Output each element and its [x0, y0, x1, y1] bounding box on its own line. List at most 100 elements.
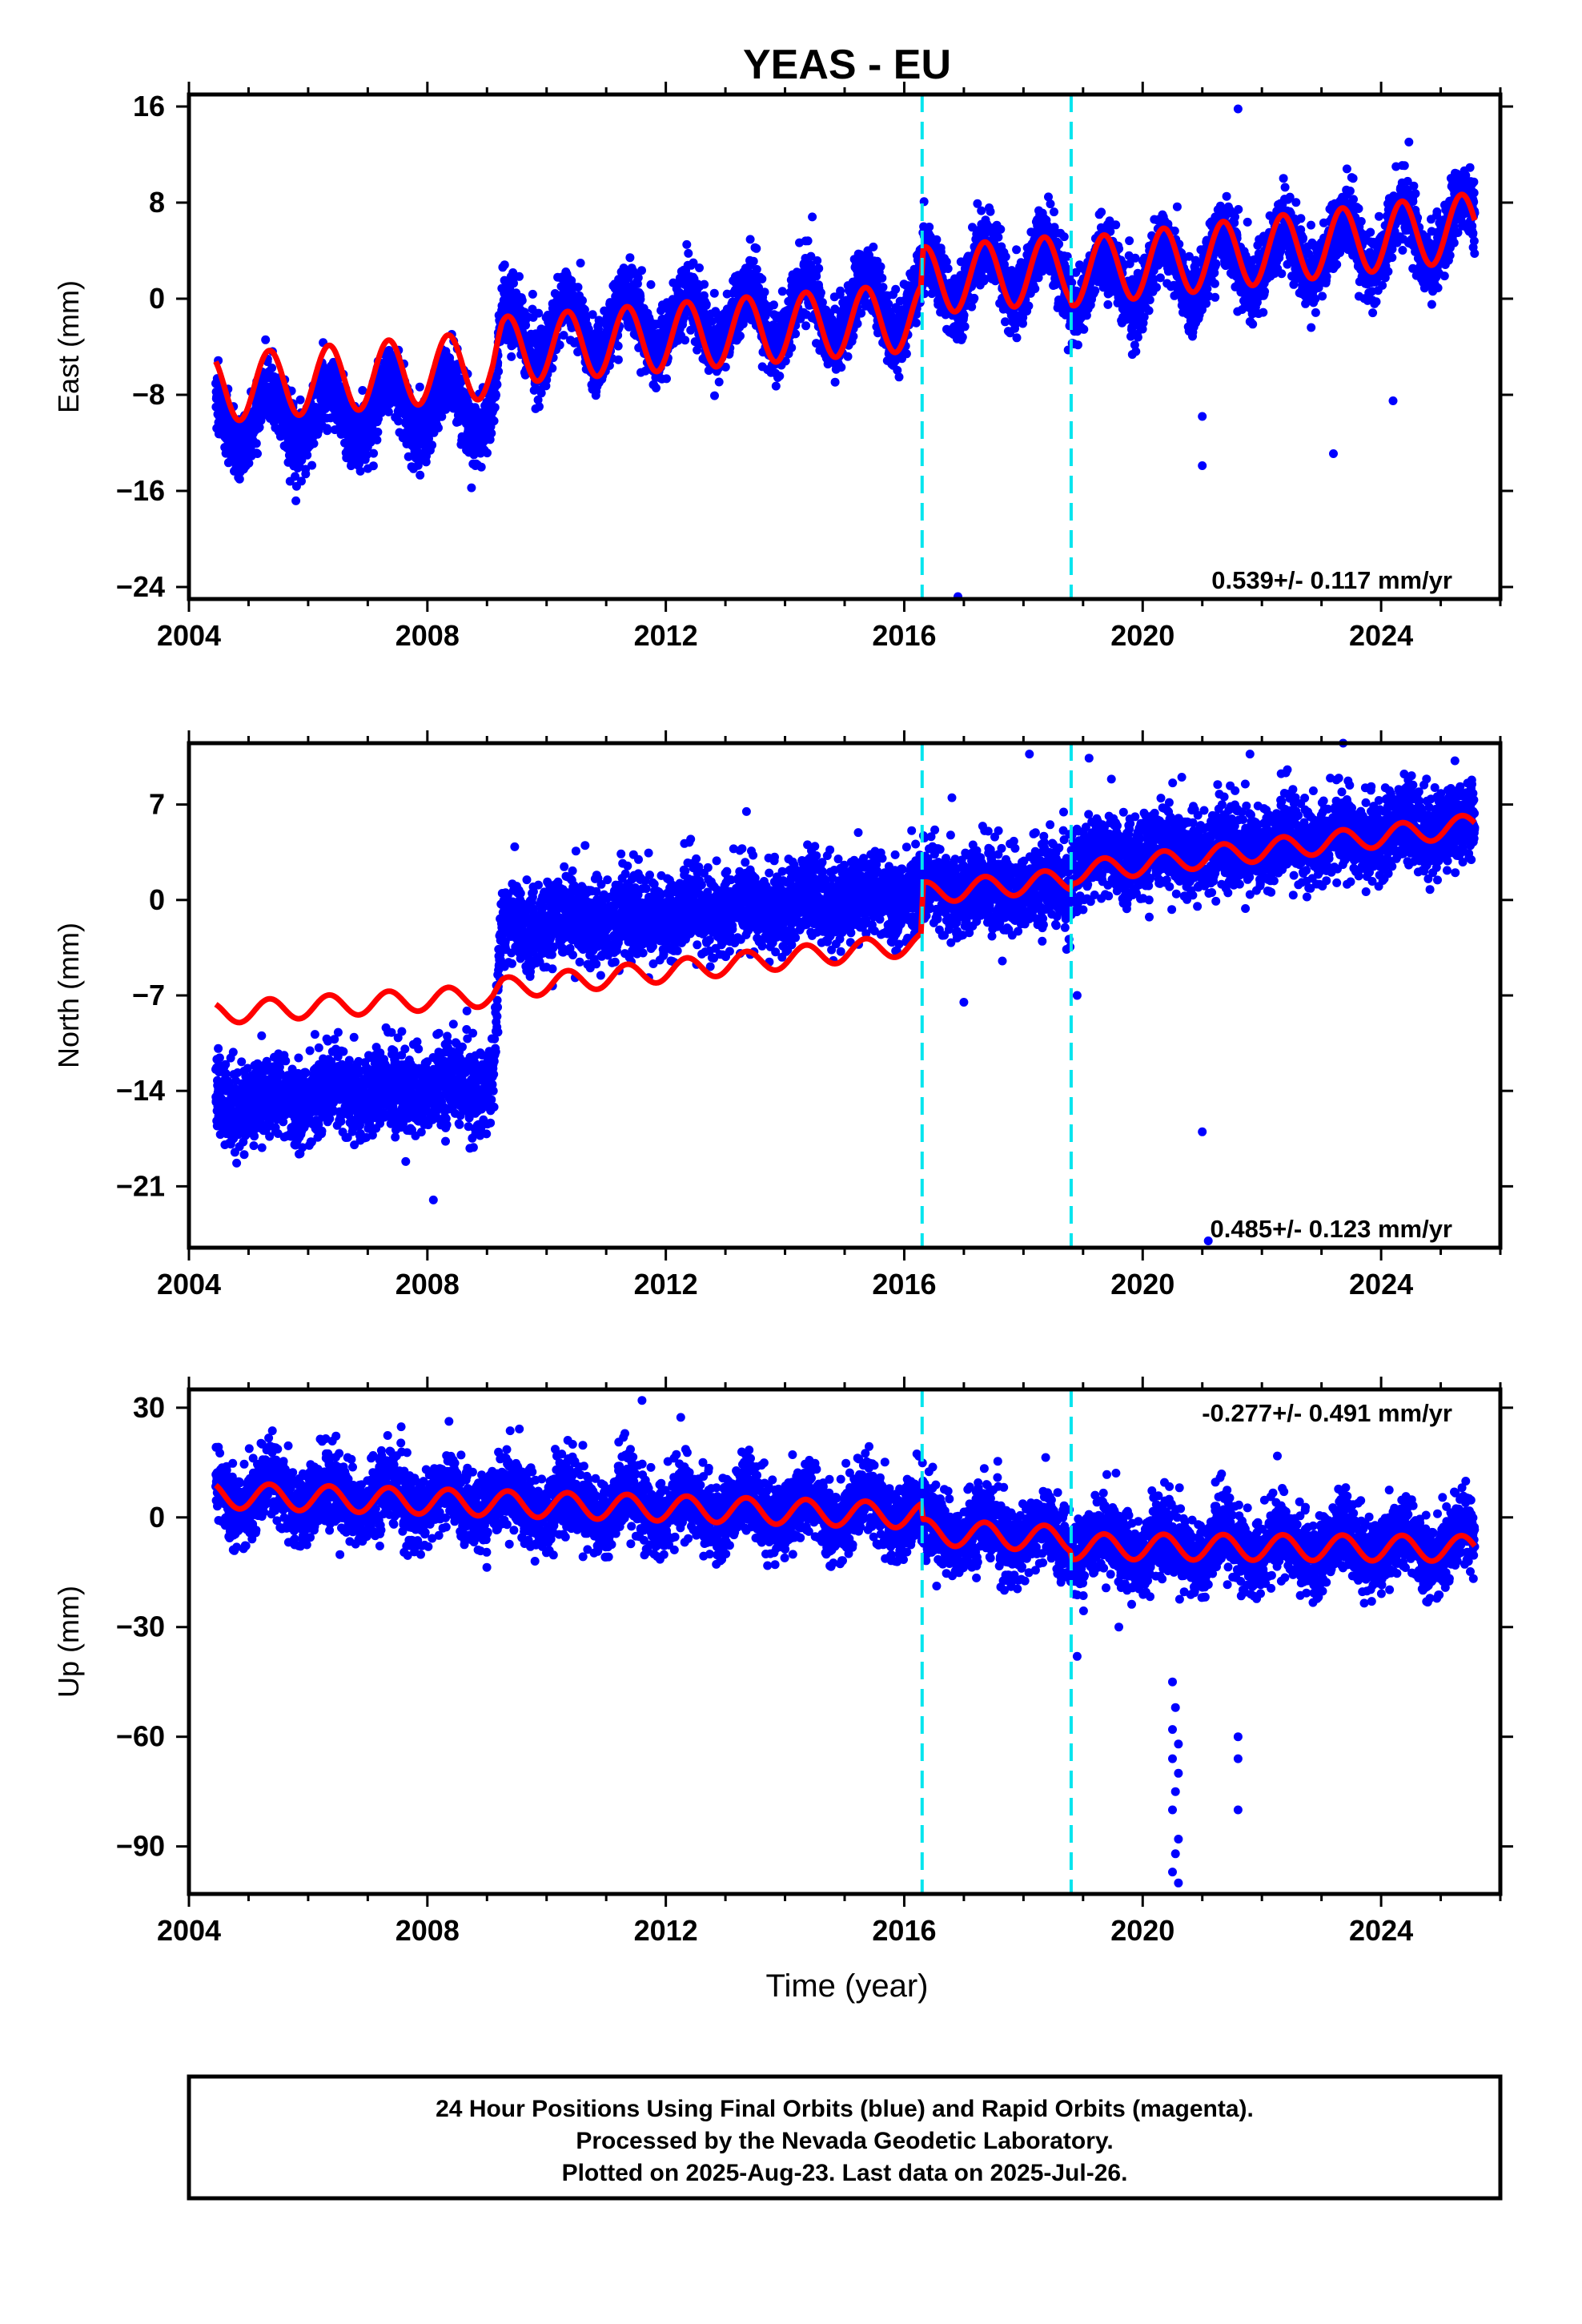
- observation-point: [535, 402, 544, 412]
- observation-point: [613, 355, 623, 364]
- observation-point: [500, 260, 509, 270]
- observation-point: [836, 286, 845, 296]
- observation-point: [736, 332, 745, 340]
- observation-point: [684, 248, 693, 258]
- observation-point: [932, 235, 942, 244]
- observation-point: [637, 266, 646, 275]
- observation-point: [1046, 199, 1055, 209]
- observation-point: [813, 256, 822, 265]
- observation-point: [267, 364, 277, 372]
- observation-point: [573, 283, 583, 292]
- observation-point: [494, 367, 504, 376]
- observation-point: [709, 288, 719, 298]
- observation-point: [309, 439, 319, 448]
- observation-point: [681, 336, 690, 345]
- observation-point: [986, 207, 995, 216]
- observation-point: [297, 476, 306, 486]
- observation-point: [467, 483, 476, 493]
- observation-point: [320, 404, 330, 413]
- observation-point: [534, 308, 544, 318]
- observation-point: [323, 426, 332, 436]
- observation-point: [578, 296, 587, 305]
- observation-point: [368, 461, 378, 471]
- observation-point: [814, 263, 824, 273]
- observation-point: [483, 448, 492, 458]
- observation-point: [808, 212, 817, 222]
- observation-point: [884, 300, 893, 309]
- observation-point: [1001, 252, 1010, 262]
- observation-point: [372, 435, 382, 444]
- observation-point: [876, 262, 885, 271]
- observation-point: [901, 349, 911, 359]
- observation-point: [959, 311, 969, 320]
- observation-point: [869, 242, 878, 251]
- observation-point: [373, 428, 383, 436]
- observation-point: [760, 287, 769, 297]
- observation-point: [369, 448, 379, 458]
- observation-point: [803, 236, 813, 246]
- observation-point: [291, 496, 301, 505]
- observation-point: [745, 235, 755, 244]
- observation-point: [752, 264, 761, 274]
- observation-point: [307, 460, 317, 470]
- observation-point: [1012, 333, 1022, 343]
- observation-point: [816, 288, 825, 297]
- observation-point: [652, 384, 661, 392]
- observation-point: [428, 440, 437, 450]
- observation-point: [1012, 245, 1022, 255]
- observation-point: [528, 289, 537, 299]
- observation-point: [777, 287, 787, 296]
- observation-point: [489, 416, 499, 426]
- observation-point: [830, 377, 840, 387]
- observation-point: [771, 381, 781, 391]
- observation-point: [235, 474, 244, 484]
- observation-point: [261, 335, 271, 344]
- observation-point: [487, 428, 496, 438]
- observation-point: [515, 271, 524, 281]
- observation-point: [492, 380, 502, 389]
- observation-point: [576, 259, 585, 267]
- observation-point: [757, 274, 767, 283]
- observation-point: [891, 284, 901, 294]
- observation-point: [355, 466, 365, 476]
- observation-point: [943, 264, 953, 273]
- observation-point: [700, 279, 709, 289]
- observation-point: [509, 279, 518, 288]
- observation-point: [662, 374, 671, 384]
- observation-point: [994, 232, 1003, 242]
- observation-point: [636, 295, 645, 304]
- observation-point: [416, 470, 425, 480]
- observation-point: [958, 332, 967, 342]
- observation-point: [894, 372, 904, 382]
- observation-point: [434, 423, 443, 432]
- observation-point: [291, 472, 300, 481]
- observation-point: [507, 352, 516, 361]
- observation-point: [695, 263, 704, 272]
- observation-point: [749, 256, 758, 266]
- observation-point: [812, 271, 821, 281]
- chart-title: YEAS - EU: [743, 42, 951, 88]
- observation-point: [911, 318, 921, 328]
- observation-point: [837, 363, 846, 372]
- observation-point: [251, 439, 261, 448]
- observation-point: [970, 293, 979, 303]
- observation-point: [295, 395, 305, 404]
- east-observation-points: [211, 104, 1480, 601]
- observation-point: [710, 391, 719, 400]
- observation-point: [682, 239, 692, 249]
- observation-point: [492, 390, 500, 400]
- observation-point: [1079, 324, 1089, 334]
- observation-point: [1073, 340, 1082, 350]
- observation-point: [843, 352, 853, 361]
- observation-point: [960, 322, 970, 332]
- observation-point: [714, 377, 724, 387]
- observation-point: [253, 449, 262, 458]
- observation-point: [775, 372, 785, 380]
- observation-point: [517, 296, 527, 305]
- observation-point: [301, 469, 311, 479]
- observation-point: [646, 279, 656, 289]
- observation-point: [977, 206, 986, 215]
- observation-point: [625, 253, 635, 263]
